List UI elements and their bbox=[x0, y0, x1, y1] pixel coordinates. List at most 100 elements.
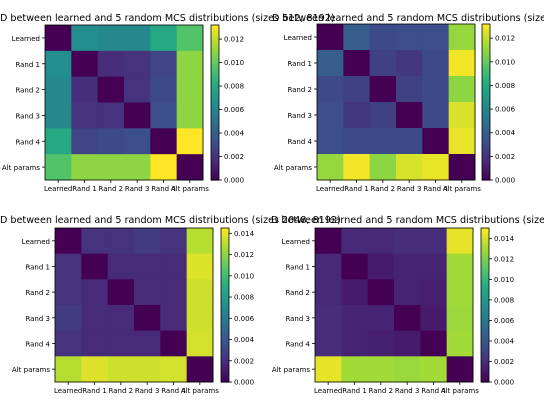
y-tick-label: Rand 3 bbox=[285, 315, 310, 323]
colorbar-segment bbox=[482, 115, 490, 119]
colorbar-segment bbox=[481, 322, 489, 327]
colorbar-segment bbox=[482, 135, 490, 139]
colorbar-segment bbox=[481, 346, 489, 350]
y-tick-label: Rand 2 bbox=[285, 289, 310, 297]
colorbar-segment bbox=[482, 164, 490, 168]
heatmap-cell bbox=[176, 128, 204, 155]
y-tick-label: Rand 3 bbox=[287, 112, 312, 120]
heatmap-cell bbox=[369, 24, 397, 51]
colorbar-segment bbox=[481, 261, 489, 265]
colorbar-segment bbox=[211, 58, 219, 62]
heatmap-cell bbox=[396, 24, 423, 51]
x-tick-label: Rand 4 bbox=[151, 185, 176, 193]
colorbar-segment bbox=[221, 364, 229, 368]
y-tick-label: Rand 3 bbox=[25, 315, 50, 323]
colorbar-segment bbox=[482, 154, 490, 158]
colorbar-segment bbox=[481, 320, 489, 324]
y-tick-label: Rand 4 bbox=[15, 138, 40, 146]
colorbar-segment bbox=[221, 245, 229, 250]
colorbar-segment bbox=[481, 284, 489, 288]
colorbar-segment bbox=[481, 348, 489, 352]
heatmap-cell bbox=[55, 330, 82, 357]
x-tick-label: Rand 2 bbox=[99, 185, 124, 193]
colorbar-segment bbox=[482, 109, 490, 113]
colorbar-segment bbox=[481, 307, 489, 311]
y-tick-label: Learned bbox=[22, 238, 50, 246]
heatmap-cell bbox=[81, 356, 109, 383]
colorbar-segment bbox=[221, 281, 229, 286]
heatmap-cell bbox=[422, 128, 450, 155]
colorbar-segment bbox=[221, 371, 229, 375]
heatmap-cell bbox=[448, 50, 476, 77]
heatmap-cell bbox=[448, 76, 476, 103]
heatmap-cell bbox=[420, 305, 448, 332]
heatmap-cell bbox=[71, 50, 99, 78]
y-tick-label: Rand 1 bbox=[285, 264, 310, 272]
colorbar-segment bbox=[221, 274, 229, 278]
colorbar-segment bbox=[221, 310, 229, 314]
x-tick-label: Rand 4 bbox=[421, 387, 446, 395]
colorbar-segment bbox=[211, 25, 219, 29]
y-tick-label: Learned bbox=[284, 34, 312, 42]
x-tick-label: Rand 3 bbox=[135, 387, 160, 395]
colorbar-segment bbox=[482, 138, 490, 142]
colorbar-segment bbox=[221, 353, 229, 357]
heatmap-cell bbox=[176, 102, 204, 129]
x-tick-label: Learned bbox=[314, 387, 342, 395]
heatmap-cell bbox=[97, 50, 125, 78]
colorbar-segment bbox=[481, 240, 489, 244]
colorbar-segment bbox=[482, 26, 490, 30]
colorbar-segment bbox=[482, 73, 490, 77]
colorbar-segment bbox=[211, 68, 219, 73]
colorbar-segment bbox=[211, 61, 219, 65]
heatmap-cell bbox=[317, 24, 344, 51]
x-tick-label: Rand 3 bbox=[395, 387, 420, 395]
colorbar-segment bbox=[211, 79, 219, 83]
y-tick-label: Rand 2 bbox=[287, 86, 312, 94]
colorbar-tick-label: 0.006 bbox=[224, 106, 245, 114]
y-tick-label: Rand 4 bbox=[285, 341, 310, 349]
colorbar-segment bbox=[221, 251, 229, 255]
colorbar-segment bbox=[481, 279, 489, 283]
heatmap-cell bbox=[315, 253, 342, 280]
heatmap-cell bbox=[315, 330, 342, 357]
colorbar-segment bbox=[211, 99, 219, 104]
colorbar-segment bbox=[221, 328, 229, 332]
colorbar-segment bbox=[482, 24, 490, 28]
colorbar-segment bbox=[221, 294, 229, 298]
colorbar-frame bbox=[481, 23, 491, 181]
heatmap-cell bbox=[343, 154, 371, 181]
colorbar-segment bbox=[481, 371, 489, 375]
colorbar-segment bbox=[221, 312, 229, 316]
heatmap-cell bbox=[422, 76, 450, 103]
colorbar-segment bbox=[481, 351, 489, 355]
colorbar-segment bbox=[481, 315, 489, 319]
colorbar-segment bbox=[482, 130, 490, 134]
heatmap-cell bbox=[97, 154, 125, 181]
heatmap-cell bbox=[394, 228, 421, 255]
heatmap-cell bbox=[81, 253, 109, 280]
chart-title: D between learned and 5 random MCS distr… bbox=[272, 13, 544, 24]
heatmap-cell bbox=[150, 25, 178, 52]
colorbar-segment bbox=[482, 146, 490, 150]
colorbar-segment bbox=[221, 379, 229, 383]
heatmap-cell bbox=[71, 154, 99, 181]
colorbar-segment bbox=[221, 266, 229, 270]
heatmap-cell bbox=[446, 253, 474, 280]
colorbar-frame bbox=[210, 24, 220, 181]
colorbar-segment bbox=[482, 141, 490, 145]
colorbar-segment bbox=[482, 63, 490, 67]
heatmap-cell bbox=[71, 128, 99, 155]
heatmap-cell bbox=[367, 356, 395, 383]
heatmap-cell bbox=[343, 24, 371, 51]
colorbar-segment bbox=[221, 351, 229, 355]
colorbar-segment bbox=[482, 94, 490, 98]
colorbar-segment bbox=[482, 148, 490, 152]
heatmap-cell bbox=[55, 228, 82, 255]
y-tick-label: Rand 2 bbox=[25, 289, 50, 297]
colorbar-segment bbox=[482, 91, 490, 95]
heatmap-cell bbox=[315, 305, 342, 332]
colorbar-segment bbox=[481, 335, 489, 339]
colorbar-tick-label: 0.010 bbox=[494, 276, 514, 284]
heatmap-cell bbox=[124, 128, 151, 155]
